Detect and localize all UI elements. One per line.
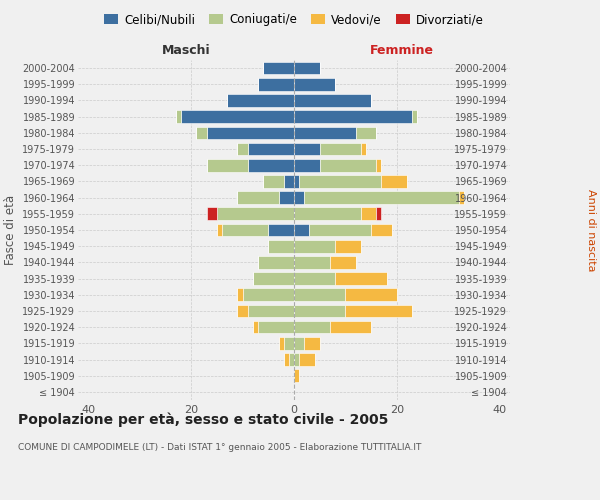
Bar — [320, 142, 361, 156]
Bar — [289, 353, 294, 366]
Bar — [294, 78, 335, 90]
Bar — [238, 192, 278, 204]
Bar — [294, 224, 310, 236]
Text: Anni di nascita: Anni di nascita — [586, 188, 596, 271]
Bar — [278, 337, 284, 349]
Bar — [248, 159, 294, 172]
Bar — [268, 224, 294, 236]
Bar — [294, 126, 356, 139]
Bar — [294, 62, 320, 74]
Bar — [263, 175, 284, 188]
Bar — [304, 337, 320, 349]
Bar — [335, 272, 386, 285]
Bar — [294, 304, 346, 318]
Bar — [258, 321, 294, 334]
Text: Femmine: Femmine — [370, 44, 434, 57]
Bar — [376, 208, 382, 220]
Bar — [346, 288, 397, 301]
Bar — [248, 142, 294, 156]
Bar — [181, 110, 294, 123]
Bar — [294, 208, 361, 220]
Bar — [330, 256, 356, 268]
Text: Popolazione per età, sesso e stato civile - 2005: Popolazione per età, sesso e stato civil… — [18, 412, 388, 427]
Bar — [346, 304, 412, 318]
Y-axis label: Fasce di età: Fasce di età — [4, 195, 17, 265]
Bar — [361, 142, 366, 156]
Legend: Celibi/Nubili, Coniugati/e, Vedovi/e, Divorziati/e: Celibi/Nubili, Coniugati/e, Vedovi/e, Di… — [99, 8, 489, 31]
Bar — [248, 304, 294, 318]
Bar — [361, 208, 376, 220]
Bar — [222, 224, 268, 236]
Bar — [206, 159, 248, 172]
Bar — [258, 78, 294, 90]
Bar — [227, 94, 294, 107]
Bar — [310, 224, 371, 236]
Bar — [206, 208, 217, 220]
Bar — [382, 175, 407, 188]
Bar — [294, 353, 299, 366]
Bar — [294, 142, 320, 156]
Bar — [217, 208, 294, 220]
Bar — [294, 272, 335, 285]
Bar — [294, 94, 371, 107]
Bar — [196, 126, 206, 139]
Bar — [263, 62, 294, 74]
Bar — [304, 192, 458, 204]
Bar — [294, 337, 304, 349]
Bar — [253, 321, 258, 334]
Bar — [294, 321, 330, 334]
Bar — [294, 240, 335, 252]
Bar — [176, 110, 181, 123]
Bar — [294, 175, 299, 188]
Bar — [258, 256, 294, 268]
Bar — [284, 175, 294, 188]
Bar — [278, 192, 294, 204]
Bar — [412, 110, 418, 123]
Bar — [335, 240, 361, 252]
Bar — [376, 159, 382, 172]
Bar — [356, 126, 376, 139]
Bar — [294, 370, 299, 382]
Bar — [268, 240, 294, 252]
Bar — [299, 175, 382, 188]
Bar — [217, 224, 222, 236]
Bar — [206, 126, 294, 139]
Bar — [294, 192, 304, 204]
Bar — [284, 337, 294, 349]
Bar — [284, 353, 289, 366]
Text: COMUNE DI CAMPODIMELE (LT) - Dati ISTAT 1° gennaio 2005 - Elaborazione TUTTITALI: COMUNE DI CAMPODIMELE (LT) - Dati ISTAT … — [18, 442, 421, 452]
Bar — [294, 288, 346, 301]
Bar — [294, 256, 330, 268]
Bar — [330, 321, 371, 334]
Bar — [294, 110, 412, 123]
Bar — [294, 159, 320, 172]
Text: Maschi: Maschi — [161, 44, 211, 57]
Bar — [458, 192, 464, 204]
Bar — [238, 142, 248, 156]
Bar — [320, 159, 376, 172]
Bar — [371, 224, 392, 236]
Bar — [253, 272, 294, 285]
Bar — [299, 353, 314, 366]
Bar — [238, 304, 248, 318]
Bar — [238, 288, 242, 301]
Bar — [242, 288, 294, 301]
